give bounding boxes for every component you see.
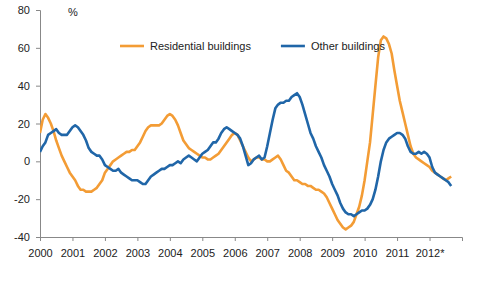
chart: -40-200204060802000200120022003200420052… <box>0 0 499 297</box>
tick: 2005 <box>191 237 215 259</box>
tick-mark <box>332 237 333 241</box>
tick-mark <box>365 237 366 241</box>
tick: 2008 <box>288 237 312 259</box>
tick: 40 <box>18 80 40 92</box>
tick-mark <box>36 237 40 238</box>
tick-label: -40 <box>14 231 30 243</box>
legend-label: Other buildings <box>311 40 385 52</box>
tick: 2003 <box>126 237 150 259</box>
tick-mark <box>36 48 40 49</box>
tick-label: 40 <box>18 80 30 92</box>
tick-mark <box>36 199 40 200</box>
tick-mark <box>397 237 398 241</box>
tick-label: 2000 <box>28 247 52 259</box>
legend-item: Other buildings <box>281 40 385 52</box>
tick: 20 <box>18 118 40 130</box>
tick: 2004 <box>158 237 182 259</box>
tick-mark <box>202 237 203 241</box>
tick-label: 2003 <box>126 247 150 259</box>
tick: 2006 <box>223 237 247 259</box>
tick-label: 80 <box>18 4 30 16</box>
tick-label: 2012* <box>416 247 445 259</box>
series-line <box>40 36 451 229</box>
tick: 60 <box>18 42 40 54</box>
tick-label: 2004 <box>158 247 182 259</box>
tick-mark <box>430 237 431 241</box>
legend-swatch <box>120 45 144 48</box>
tick-label: 2005 <box>191 247 215 259</box>
tick: 2000 <box>28 237 52 259</box>
legend-label: Residential buildings <box>150 40 251 52</box>
axis-line <box>41 238 463 242</box>
axis-title: % <box>68 6 78 18</box>
tick-mark <box>137 237 138 241</box>
tick-label: 2001 <box>61 247 85 259</box>
tick-label: 2008 <box>288 247 312 259</box>
tick-mark <box>40 237 41 241</box>
tick-label: -20 <box>14 193 30 205</box>
tick-label: 2007 <box>255 247 279 259</box>
tick-mark <box>36 86 40 87</box>
y-axis: -40 -20 0 20 40 60 80 <box>14 4 40 243</box>
tick: -20 <box>14 193 40 205</box>
plot: -40-200204060802000200120022003200420052… <box>14 4 462 259</box>
tick: 2001 <box>61 237 85 259</box>
x-axis: 2000 2001 2002 2003 2004 2005 2006 2007 2008 2009… <box>28 237 462 259</box>
tick-label: 2009 <box>320 247 344 259</box>
tick-mark <box>36 10 40 11</box>
tick-mark <box>72 237 73 241</box>
tick-mark <box>300 237 301 241</box>
tick-label: 2011 <box>386 247 410 259</box>
tick: 2007 <box>255 237 279 259</box>
lines <box>40 36 451 229</box>
legend-item: Residential buildings <box>120 40 251 52</box>
tick: 2010 <box>353 237 377 259</box>
tick-mark <box>170 237 171 241</box>
tick-label: 0 <box>24 155 30 167</box>
tick-label: 2010 <box>353 247 377 259</box>
tick-mark <box>235 237 236 241</box>
tick-mark <box>267 237 268 241</box>
tick-mark <box>105 237 106 241</box>
tick-mark <box>36 161 40 162</box>
tick-mark <box>36 124 40 125</box>
tick: -40 <box>14 231 40 243</box>
axis-line <box>36 11 41 238</box>
tick: 80 <box>18 4 40 16</box>
tick-label: 60 <box>18 42 30 54</box>
tick: 2009 <box>320 237 344 259</box>
tick: 0 <box>24 155 40 167</box>
series-line <box>40 93 451 216</box>
legend-swatch <box>281 45 305 48</box>
tick-label: 2006 <box>223 247 247 259</box>
tick-label: 20 <box>18 118 30 130</box>
tick-label: 2002 <box>93 247 117 259</box>
legend: Residential buildings Other buildings <box>120 40 385 52</box>
tick: 2011 <box>386 237 410 259</box>
tick: 2012* <box>416 237 445 259</box>
tick: 2002 <box>93 237 117 259</box>
